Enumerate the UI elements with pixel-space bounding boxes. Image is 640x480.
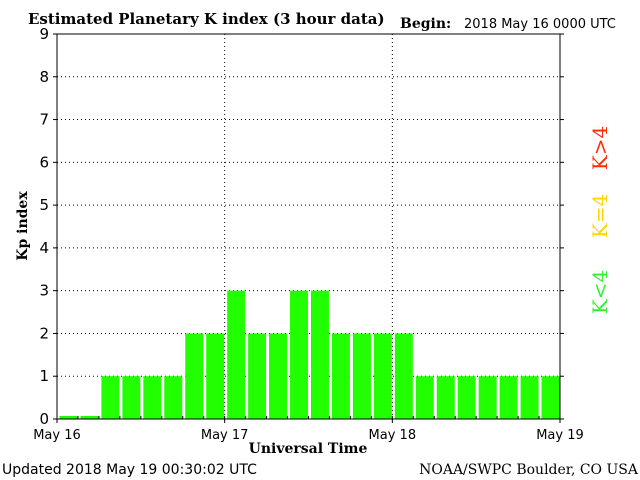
kp-bar [290,290,308,419]
kp-bar [143,376,162,419]
y-tick-label: 4 [39,239,49,257]
updated-timestamp: Updated 2018 May 19 00:30:02 UTC [2,462,257,478]
kp-bar [122,376,141,419]
begin-value: 2018 May 16 0000 UTC [464,17,616,32]
kp-bar [248,333,267,419]
y-tick-label: 3 [39,282,49,300]
y-tick-label: 9 [39,25,49,43]
kp-bar [101,376,120,419]
legend-k-greater-4: K>4 [588,126,612,170]
plot-frame [56,33,561,420]
kp-bar [499,376,518,419]
kp-bar [185,333,204,419]
x-tick-label: May 16 [33,428,81,443]
x-tick-label: May 19 [536,428,584,443]
kp-bar [311,290,329,419]
kp-bar [80,416,99,419]
kp-bar [59,416,78,419]
bars [59,290,560,419]
kp-bar [331,333,350,419]
axis-ticks: 0 1 2 3 4 5 6 7 8 9 May 16 May 17 May 18 May 19 [33,25,584,443]
kp-bar [164,376,183,419]
y-tick-label: 2 [39,324,49,342]
kp-bar [227,290,246,419]
kp-bar [415,376,434,419]
kp-bar [478,376,497,419]
y-tick-label: 8 [39,68,49,86]
kp-bar [520,376,539,419]
grid [57,33,560,419]
y-tick-label: 0 [39,410,49,428]
y-tick-label: 1 [39,367,49,385]
x-tick-label: May 18 [369,428,417,443]
kp-bar [206,333,225,419]
y-tick-label: 6 [39,153,49,171]
begin-label: Begin: [400,16,451,32]
y-tick-label: 5 [39,196,49,214]
kp-bar [352,333,371,419]
kp-bar [457,376,476,419]
y-tick-label: 7 [39,111,49,129]
legend-k-equal-4: K=4 [588,194,612,238]
x-tick-label: May 17 [201,428,249,443]
y-axis-label: Kp index [15,191,31,261]
kp-bar [394,333,413,419]
legend-k-less-4: K<4 [588,270,612,314]
kp-bar [269,333,288,419]
x-axis-label: Universal Time [249,441,368,457]
kp-bar [541,376,560,419]
chart-title: Estimated Planetary K index (3 hour data… [28,10,385,28]
kp-bar [373,333,392,419]
kp-bar [436,376,455,419]
source-credit: NOAA/SWPC Boulder, CO USA [419,462,639,478]
